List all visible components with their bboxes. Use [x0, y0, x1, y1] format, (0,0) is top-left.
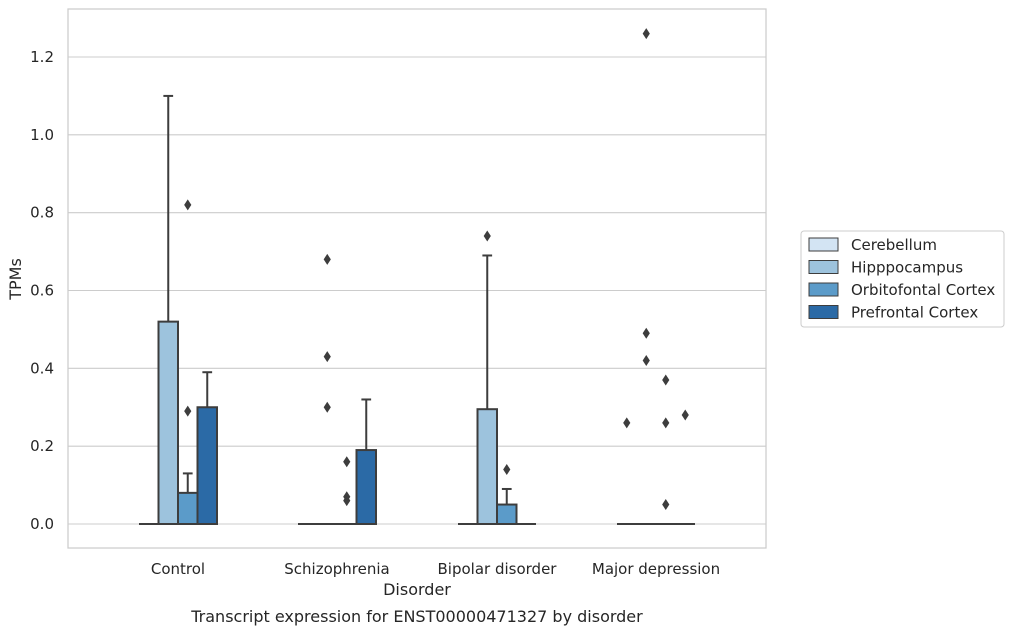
y-tick-label: 0.4: [30, 359, 54, 377]
outlier-point: [642, 327, 650, 339]
outlier-point: [662, 374, 670, 386]
box-orbitofontal-cortex: [496, 503, 518, 525]
outlier-point: [184, 199, 192, 211]
outlier-point: [323, 401, 331, 413]
outlier-point: [662, 417, 670, 429]
legend-swatch: [808, 237, 839, 252]
box-hipppocampus: [476, 408, 498, 525]
outlier-point: [503, 464, 511, 476]
y-tick-labels: 0.0 0.2 0.4 0.6 0.8 1.0 1.2: [30, 48, 54, 533]
y-tick-label: 0.2: [30, 437, 54, 455]
x-tick-label: Control: [151, 560, 205, 578]
x-tick-label: Schizophrenia: [284, 560, 389, 578]
legend-label: Prefrontal Cortex: [851, 304, 978, 322]
grid-lines: [68, 56, 766, 525]
outlier-point: [662, 499, 670, 511]
plot-frame: [67, 8, 767, 549]
outlier-point: [681, 409, 689, 421]
outlier-point: [323, 253, 331, 265]
outlier-point: [623, 417, 631, 429]
outlier-point: [343, 456, 351, 468]
chart-caption: Transcript expression for ENST0000047132…: [190, 607, 643, 626]
y-tick-label: 0.8: [30, 204, 54, 222]
y-tick-label: 1.2: [30, 48, 54, 66]
y-tick-label: 0.6: [30, 282, 54, 300]
x-axis-title: Disorder: [383, 580, 451, 599]
legend-swatch: [808, 260, 839, 274]
y-tick-label: 0.0: [30, 515, 54, 533]
x-tick-labels: Control Schizophrenia Bipolar disorder Majo…: [151, 560, 720, 578]
box-orbitofontal-cortex: [177, 491, 199, 526]
outlier-point: [184, 405, 192, 417]
legend-swatch: [808, 282, 839, 297]
outlier-point: [642, 28, 650, 40]
legend-label: Cerebellum: [851, 236, 937, 254]
box-prefrontal-cortex: [355, 449, 377, 525]
outlier-point: [323, 351, 331, 363]
outlier-point: [642, 355, 650, 367]
x-tick-label: Major depression: [592, 560, 720, 578]
outlier-point: [343, 491, 351, 503]
x-tick-label: Bipolar disorder: [438, 560, 558, 578]
box-prefrontal-cortex: [196, 406, 218, 525]
legend-swatch: [808, 305, 839, 319]
legend-label: Orbitofontal Cortex: [851, 281, 995, 299]
legend: Cerebellum Hipppocampus Orbitofontal Corte…: [800, 230, 1005, 328]
boxes: [139, 28, 695, 526]
y-tick-label: 1.0: [30, 126, 54, 144]
outlier-point: [483, 230, 491, 242]
box-hipppocampus: [157, 320, 179, 525]
legend-frame: [800, 230, 1005, 328]
legend-label: Hipppocampus: [851, 259, 963, 277]
y-axis-title: TPMs: [6, 258, 25, 301]
